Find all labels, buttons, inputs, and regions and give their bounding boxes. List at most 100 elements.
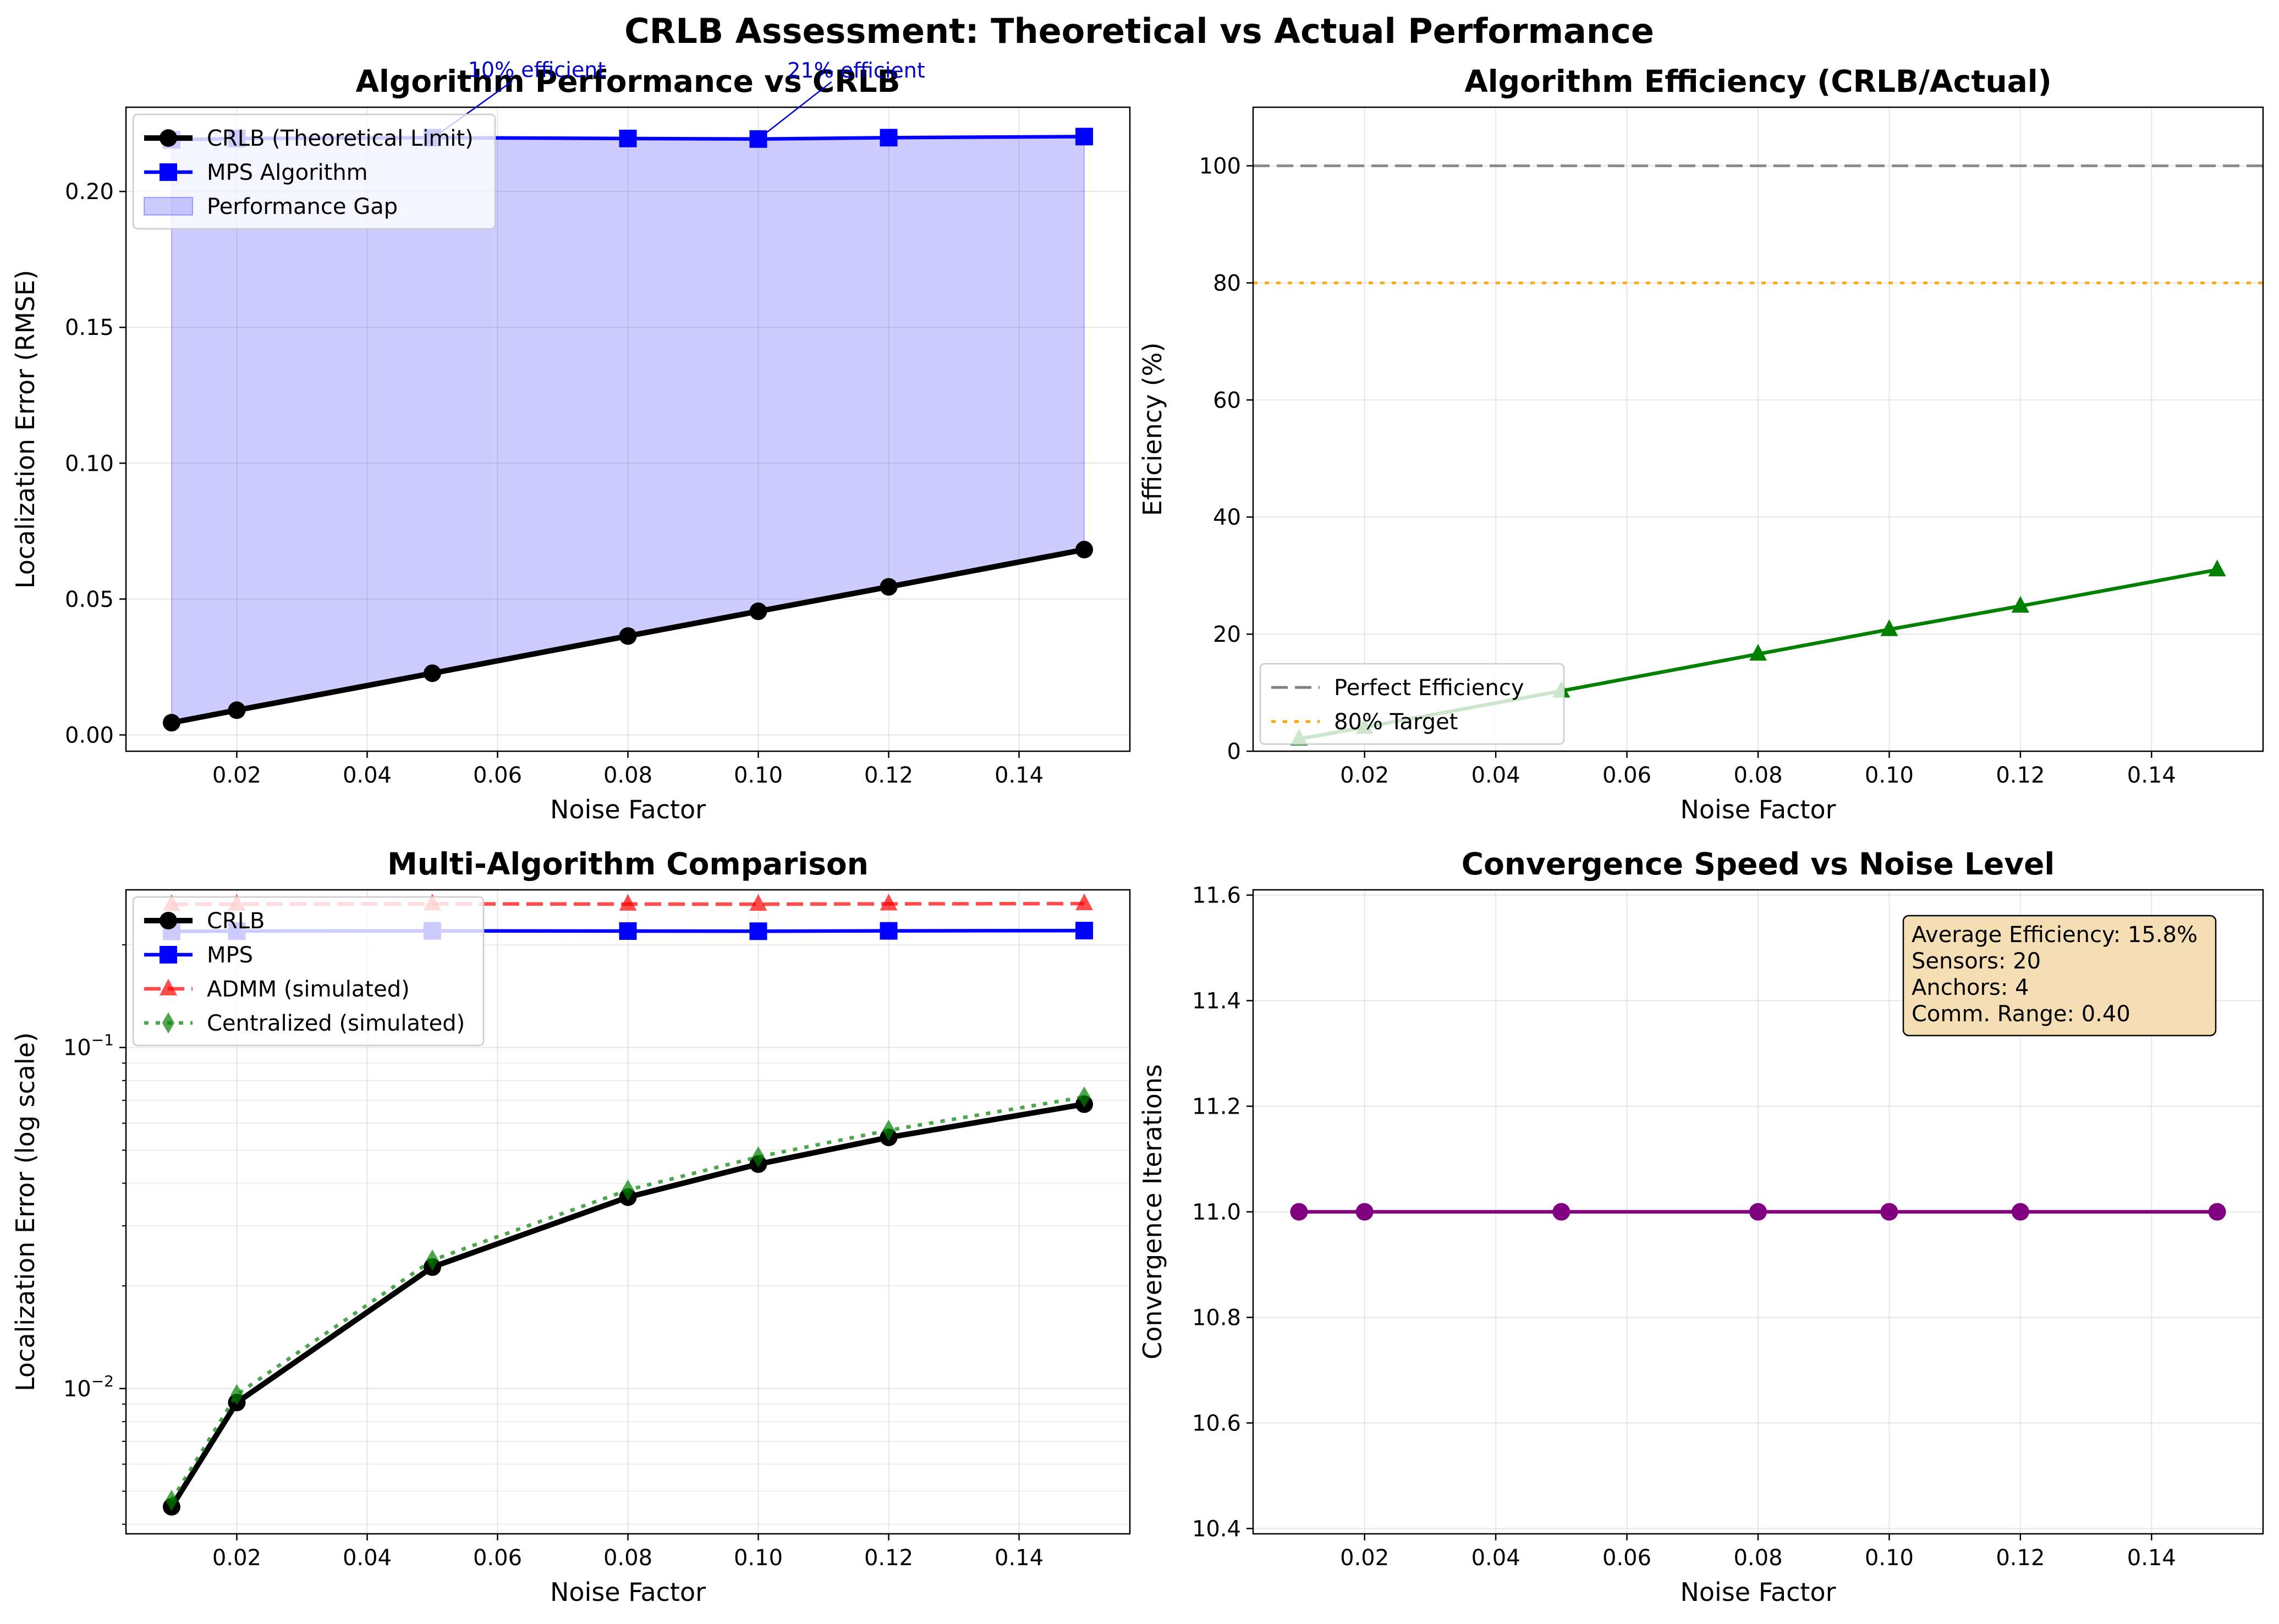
data-point	[622, 1179, 634, 1201]
x-tick-label: 0.06	[1602, 1545, 1651, 1571]
x-tick-label: 0.04	[343, 763, 392, 788]
series	[162, 541, 1094, 732]
y-tick-label: 11.4	[1192, 989, 1241, 1014]
data-point	[1880, 1203, 1898, 1221]
data-point	[1880, 619, 1898, 636]
y-tick-label: 10.6	[1192, 1411, 1241, 1436]
annotation-label: 10% efficient	[468, 58, 606, 82]
series	[1290, 1203, 2226, 1221]
x-axis-label: Noise Factor	[1680, 1577, 1836, 1607]
info-box-background	[1902, 915, 2217, 1037]
info-box-line: Sensors: 20	[1912, 949, 2041, 974]
data-point	[880, 578, 898, 596]
y-tick-label: 0	[1227, 739, 1241, 764]
data-point	[619, 129, 637, 147]
plot-area	[1290, 1203, 2226, 1221]
x-axis-label: Noise Factor	[1680, 795, 1836, 824]
y-tick-label: 0.15	[65, 315, 114, 340]
x-tick-label: 0.08	[1733, 1545, 1782, 1571]
y-tick-label: 20	[1213, 622, 1241, 647]
legend-label: MPS	[207, 943, 253, 968]
data-point	[2208, 559, 2226, 576]
axes-frame	[125, 106, 1131, 752]
data-point	[880, 129, 898, 147]
data-point	[619, 922, 637, 940]
x-tick-label: 0.04	[1471, 763, 1520, 788]
legend-label: MPS Algorithm	[207, 160, 368, 185]
x-tick-label: 0.10	[1865, 1545, 1914, 1571]
data-point	[880, 894, 898, 911]
data-point	[1075, 128, 1094, 146]
legend-box	[132, 896, 485, 1047]
data-point	[882, 1119, 895, 1141]
x-tick-label: 0.04	[343, 1545, 392, 1571]
x-tick-label: 0.10	[734, 1545, 783, 1571]
legend-swatch	[144, 197, 193, 216]
legend-box	[132, 113, 496, 230]
data-point	[2011, 1203, 2029, 1221]
figure-title: CRLB Assessment: Theoretical vs Actual P…	[624, 11, 1654, 51]
y-tick-label: 10−2	[63, 1372, 114, 1402]
chart-multi-algorithm: 0.02 0.04 0.06 0.08 0.10 0.12 0.14 10−2 10−1 Mult…	[10, 846, 1131, 1607]
x-tick-label: 0.08	[603, 763, 652, 788]
y-tick-label: 10−1	[63, 1031, 114, 1061]
data-point	[423, 664, 441, 682]
axes-frame	[1252, 889, 2264, 1535]
y-tick-label: 0.05	[65, 587, 114, 612]
plot-area	[162, 128, 1094, 732]
data-point	[1078, 1086, 1091, 1108]
legend: CRLB MPS ADMM (simulated) Centralized (simu…	[132, 896, 485, 1047]
chart-performance-vs-crlb: 0.02 0.04 0.06 0.08 0.10 0.12 0.14 0.00 0.05 0.10…	[10, 58, 1131, 824]
x-tick-label: 0.04	[1471, 1545, 1520, 1571]
x-tick-label: 0.06	[1602, 763, 1651, 788]
data-point	[165, 1489, 178, 1511]
x-tick-label: 0.12	[1996, 1545, 2045, 1571]
x-tick-label: 0.08	[603, 1545, 652, 1571]
x-axis-label: Noise Factor	[550, 1577, 706, 1607]
x-tick-label: 0.06	[473, 1545, 522, 1571]
y-tick-label: 60	[1213, 388, 1241, 413]
data-point	[162, 714, 180, 732]
x-tick-label: 0.06	[473, 763, 522, 788]
data-point	[749, 602, 767, 620]
data-point	[2208, 1203, 2226, 1221]
legend-label: 80% Target	[1334, 709, 1458, 735]
annotation-label: 21% efficient	[787, 58, 925, 82]
legend-marker	[160, 163, 177, 181]
x-tick-label: 0.12	[1996, 763, 2045, 788]
legend-marker	[160, 978, 177, 995]
data-point	[1749, 1203, 1767, 1221]
x-tick-label: 0.12	[864, 763, 913, 788]
data-point	[749, 922, 767, 940]
legend-marker	[160, 946, 177, 964]
x-tick-label: 0.02	[212, 1545, 261, 1571]
y-tick-label: 11.0	[1192, 1200, 1241, 1225]
axes-frame	[1252, 106, 2264, 752]
y-tick-label: 11.6	[1192, 883, 1241, 909]
data-point	[1075, 893, 1094, 911]
data-point	[1355, 1203, 1374, 1221]
series	[165, 1086, 1091, 1511]
info-box: Average Efficiency: 15.8%Sensors: 20Anch…	[1902, 915, 2217, 1037]
data-point	[426, 1249, 439, 1271]
chart-title: Algorithm Performance vs CRLB	[355, 64, 900, 99]
legend-marker	[162, 1012, 175, 1034]
data-point	[1749, 643, 1767, 661]
data-point	[619, 627, 637, 645]
data-point	[1075, 541, 1094, 559]
y-tick-label: 0.00	[65, 723, 114, 748]
x-axis-label: Noise Factor	[550, 795, 706, 824]
legend: CRLB (Theoretical Limit) MPS Algorithm Per…	[132, 113, 496, 230]
chart-convergence: 0.02 0.04 0.06 0.08 0.10 0.12 0.14 10.4 10.6 10.8…	[1138, 846, 2264, 1607]
data-point	[228, 701, 246, 719]
data-point	[1075, 922, 1094, 940]
grid	[126, 890, 1130, 1534]
y-tick-label: 0.20	[65, 179, 114, 205]
x-tick-label: 0.10	[734, 763, 783, 788]
info-box-line: Comm. Range: 0.40	[1912, 1001, 2130, 1027]
annotation-arrow	[757, 81, 832, 140]
y-axis-label: Localization Error (RMSE)	[10, 270, 40, 589]
chart-title: Multi-Algorithm Comparison	[387, 846, 869, 882]
info-box-line: Average Efficiency: 15.8%	[1912, 922, 2198, 948]
